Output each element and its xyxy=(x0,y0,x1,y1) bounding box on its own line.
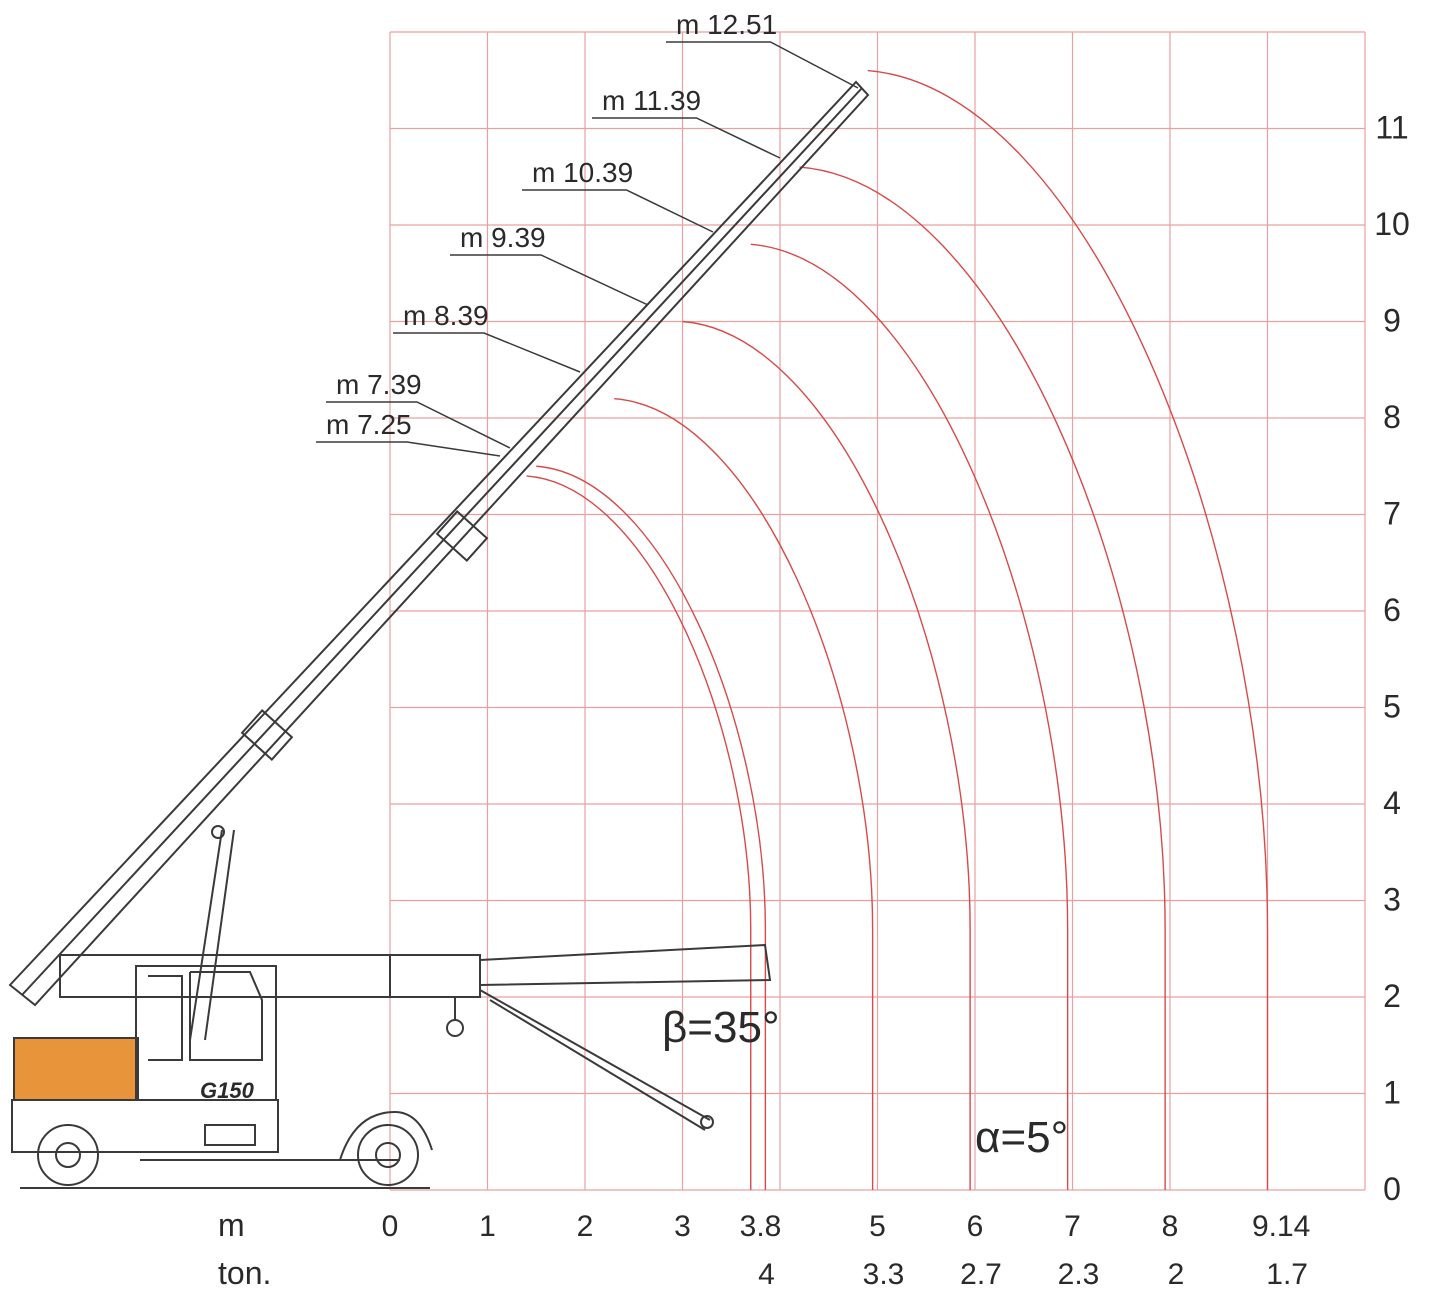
load-curve-4 xyxy=(682,320,971,1190)
y-tick-label: 5 xyxy=(1383,689,1401,725)
capacity-tick-label: 2.7 xyxy=(960,1258,1002,1290)
boom-label-leader xyxy=(592,117,781,159)
crane-truck-illustration xyxy=(8,80,870,1189)
capacity-tick-label: 4 xyxy=(758,1258,775,1290)
boom-label-leader xyxy=(522,189,714,233)
boom-length-label: m 12.51 xyxy=(676,9,777,40)
load-curve-3 xyxy=(614,398,874,1190)
x-tick-label: 5 xyxy=(869,1210,886,1243)
chart-grid xyxy=(389,31,1366,1191)
load-curve-2 xyxy=(536,465,767,1190)
y-tick-label: 4 xyxy=(1383,785,1401,821)
x-tick-label: 3 xyxy=(674,1210,691,1243)
y-tick-label: 0 xyxy=(1383,1171,1401,1207)
load-curves xyxy=(526,69,1269,1190)
boom-length-label: m 9.39 xyxy=(460,222,546,253)
y-tick-label: 3 xyxy=(1383,882,1401,918)
y-tick-label: 1 xyxy=(1383,1075,1401,1111)
boom-length-label: m 11.39 xyxy=(602,85,701,116)
boom-labels: m 12.51 m 11.39 m 10.39 m 9.39 m 8.39 m 7.39 m… xyxy=(316,9,859,457)
y-tick-label: 9 xyxy=(1383,303,1401,339)
boom-length-label: m 7.39 xyxy=(336,369,422,400)
rear-wheel xyxy=(37,1124,99,1186)
y-tick-label: 2 xyxy=(1383,978,1401,1014)
y-tick-label: 7 xyxy=(1383,496,1401,532)
load-curve-7 xyxy=(867,69,1269,1190)
load-curve-1 xyxy=(526,475,752,1190)
x-tick-label: 2 xyxy=(577,1210,594,1243)
x-axis-unit-label: m xyxy=(218,1207,245,1243)
cab-block xyxy=(13,1037,139,1101)
x-tick-label: 7 xyxy=(1064,1210,1081,1243)
boom-label-leader xyxy=(450,254,649,306)
boom-label-leader xyxy=(393,332,581,373)
jib-angle-annotation: β=35° xyxy=(662,1003,780,1052)
boom-angle-annotation: α=5° xyxy=(975,1113,1068,1162)
load-curve-5 xyxy=(750,243,1069,1190)
x-tick-label: 8 xyxy=(1162,1210,1179,1243)
capacity-tick-label: 1.7 xyxy=(1266,1258,1308,1290)
x-tick-label: 6 xyxy=(967,1210,984,1243)
boom-length-label: m 7.25 xyxy=(326,409,412,440)
y-tick-label: 11 xyxy=(1375,110,1408,146)
capacity-tick-label: 2 xyxy=(1168,1258,1185,1290)
y-tick-label: 8 xyxy=(1383,399,1401,435)
capacity-unit-label: ton. xyxy=(218,1255,271,1290)
boom-label-leader xyxy=(326,401,511,449)
x-tick-label: 0 xyxy=(382,1210,399,1243)
x-tick-label: 1 xyxy=(479,1210,496,1243)
boom-length-label: m 10.39 xyxy=(532,157,633,188)
boom-label-leader xyxy=(316,441,501,457)
axes-labels: m ton. 0 1 2 3 3.8 5 6 7 8 9.14 4 3.3 2.7 2.3 2 1.7 0 1 2 3 4 5… xyxy=(218,110,1410,1290)
y-tick-label: 10 xyxy=(1374,206,1410,242)
capacity-tick-label: 2.3 xyxy=(1058,1258,1100,1290)
x-tick-label: 9.14 xyxy=(1252,1210,1310,1243)
load-curve-6 xyxy=(799,166,1166,1190)
front-wheel xyxy=(357,1124,419,1186)
boom-length-label: m 8.39 xyxy=(403,300,489,331)
capacity-tick-label: 3.3 xyxy=(863,1258,905,1290)
truck-model-label: G150 xyxy=(200,1078,255,1103)
y-tick-label: 6 xyxy=(1383,592,1401,628)
x-tick-label: 3.8 xyxy=(740,1210,782,1243)
boom-label-leader xyxy=(666,41,859,89)
